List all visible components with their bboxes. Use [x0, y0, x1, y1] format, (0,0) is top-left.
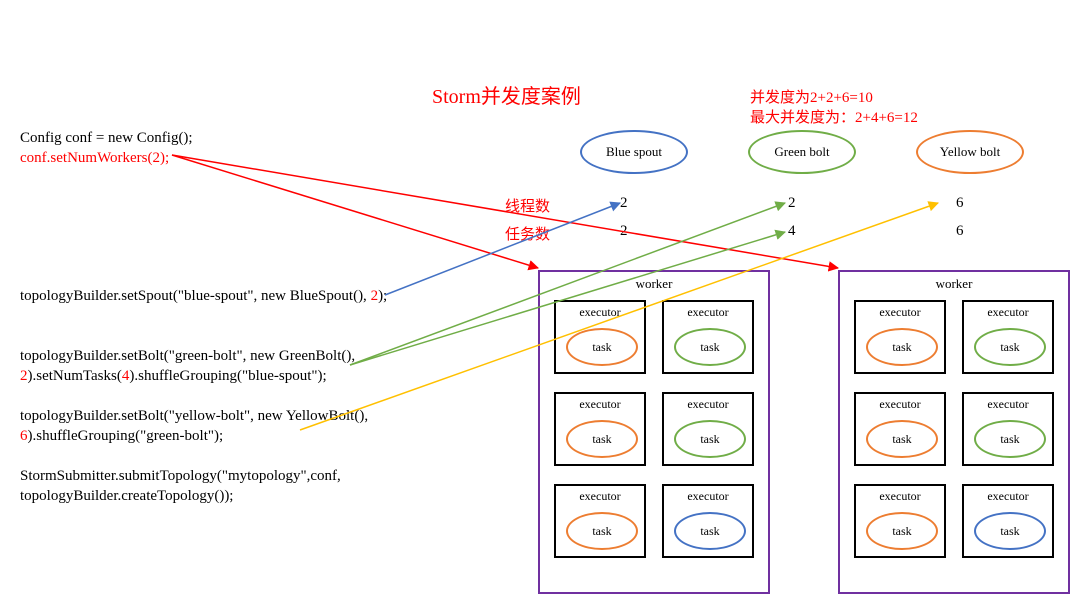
executor-label: executor [556, 302, 644, 320]
diagram-stage: Storm并发度案例 并发度为2+2+6=10 最大并发度为：2+4+6=12 … [0, 0, 1086, 609]
blue-tasks: 2 [620, 223, 628, 240]
executor-label: executor [964, 302, 1052, 320]
worker-box: worker executor task executor task executor ta… [538, 270, 770, 594]
code-line-setnumworkers: conf.setNumWorkers(2); [20, 150, 169, 167]
diagram-title: Storm并发度案例 [432, 80, 581, 109]
executor-label: executor [556, 486, 644, 504]
executor-label: executor [664, 302, 752, 320]
task-ellipse: task [866, 512, 938, 550]
executor-box: executor task [662, 392, 754, 466]
worker-title: worker [840, 272, 1068, 292]
summary-line1: 并发度为2+2+6=10 [750, 86, 873, 107]
executor-box: executor task [554, 392, 646, 466]
task-ellipse: task [866, 420, 938, 458]
executor-box: executor task [854, 484, 946, 558]
executor-box: executor task [662, 300, 754, 374]
code-line-config: Config conf = new Config(); [20, 130, 193, 147]
executor-box: executor task [662, 484, 754, 558]
blue-threads: 2 [620, 195, 628, 212]
executor-label: executor [556, 394, 644, 412]
executor-box: executor task [554, 484, 646, 558]
executor-label: executor [664, 486, 752, 504]
yellow-bolt-node: Yellow bolt [916, 130, 1024, 174]
task-ellipse: task [974, 328, 1046, 366]
code-line-setspout: topologyBuilder.setSpout("blue-spout", n… [20, 288, 387, 305]
task-ellipse: task [566, 420, 638, 458]
code-line-submit-1: StormSubmitter.submitTopology("mytopolog… [20, 468, 341, 485]
executor-box: executor task [962, 300, 1054, 374]
executor-box: executor task [962, 484, 1054, 558]
task-ellipse: task [974, 512, 1046, 550]
row-label-tasks: 任务数 [505, 223, 550, 244]
code-line-greenbolt-2: 2).setNumTasks(4).shuffleGrouping("blue-… [20, 368, 327, 385]
executor-label: executor [856, 486, 944, 504]
executor-label: executor [856, 394, 944, 412]
yellow-threads: 6 [956, 195, 964, 212]
executor-label: executor [664, 394, 752, 412]
arrow-line [172, 155, 538, 268]
executor-box: executor task [554, 300, 646, 374]
executor-box: executor task [854, 300, 946, 374]
worker-box: worker executor task executor task executor ta… [838, 270, 1070, 594]
summary-line2: 最大并发度为：2+4+6=12 [750, 106, 918, 127]
code-line-submit-2: topologyBuilder.createTopology()); [20, 488, 233, 505]
task-ellipse: task [866, 328, 938, 366]
row-label-threads: 线程数 [505, 195, 550, 216]
task-ellipse: task [674, 420, 746, 458]
task-ellipse: task [974, 420, 1046, 458]
code-line-yellowbolt-2: 6).shuffleGrouping("green-bolt"); [20, 428, 223, 445]
executor-label: executor [856, 302, 944, 320]
worker-title: worker [540, 272, 768, 292]
task-ellipse: task [566, 512, 638, 550]
task-ellipse: task [674, 512, 746, 550]
executor-label: executor [964, 394, 1052, 412]
blue-spout-node: Blue spout [580, 130, 688, 174]
code-line-greenbolt-1: topologyBuilder.setBolt("green-bolt", ne… [20, 348, 355, 365]
task-ellipse: task [674, 328, 746, 366]
task-ellipse: task [566, 328, 638, 366]
green-threads: 2 [788, 195, 796, 212]
green-tasks: 4 [788, 223, 796, 240]
code-line-yellowbolt-1: topologyBuilder.setBolt("yellow-bolt", n… [20, 408, 368, 425]
executor-label: executor [964, 486, 1052, 504]
yellow-tasks: 6 [956, 223, 964, 240]
green-bolt-node: Green bolt [748, 130, 856, 174]
executor-box: executor task [854, 392, 946, 466]
executor-box: executor task [962, 392, 1054, 466]
